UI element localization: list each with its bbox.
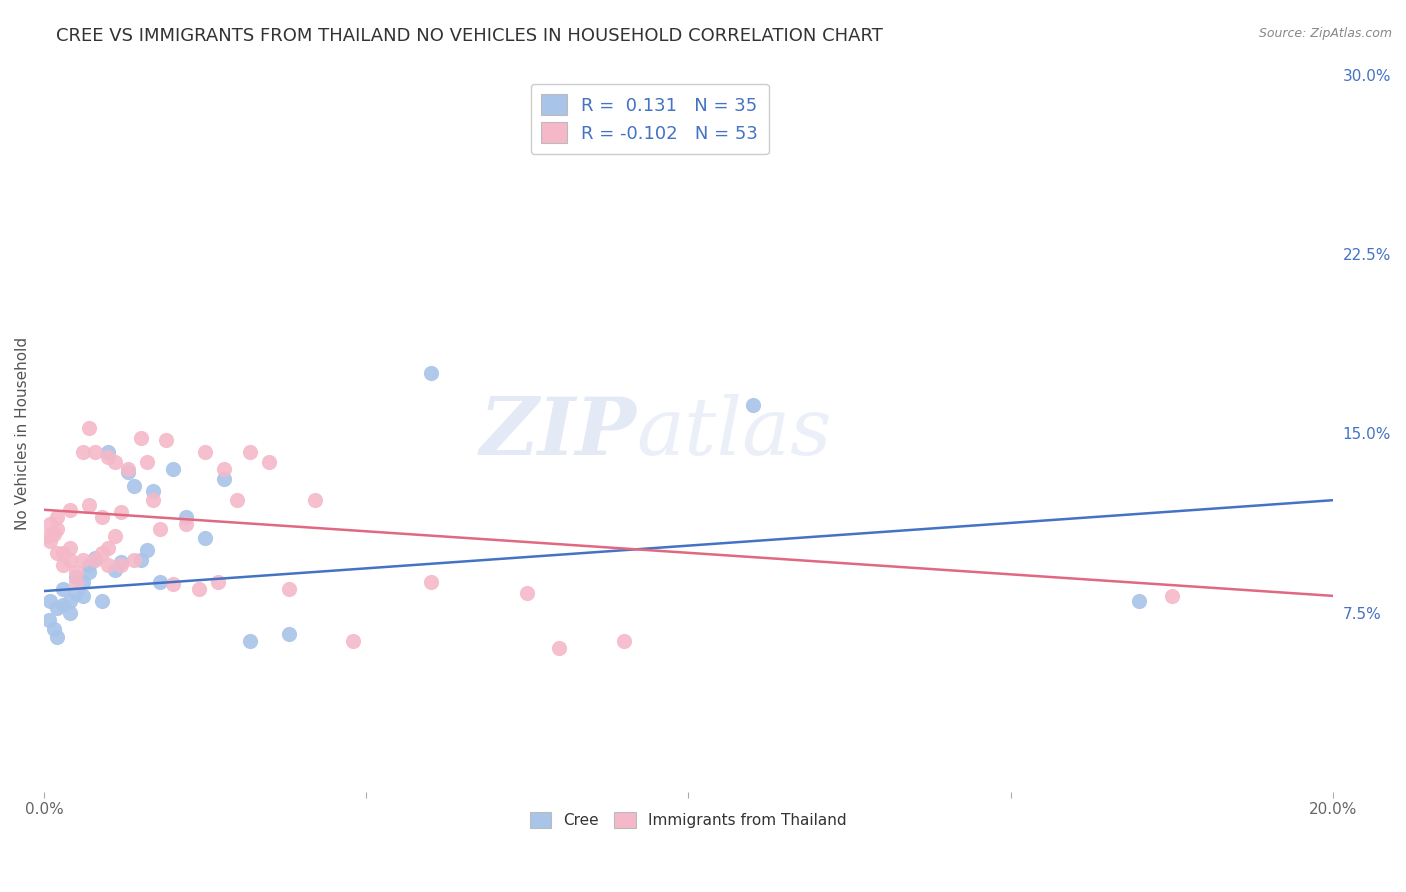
Point [1128, 593, 1150, 607]
Point [72, 589, 94, 603]
Point [419, 574, 441, 589]
Point [104, 529, 127, 543]
Point [117, 462, 139, 476]
Point [59, 593, 82, 607]
Point [59, 606, 82, 620]
Point [149, 522, 172, 536]
Point [84, 445, 107, 459]
Point [162, 462, 184, 476]
Point [239, 634, 262, 648]
Point [59, 541, 82, 555]
Point [39, 593, 62, 607]
Point [117, 465, 139, 479]
Y-axis label: No Vehicles in Household: No Vehicles in Household [15, 336, 30, 530]
Point [37, 529, 59, 543]
Point [97, 445, 120, 459]
Point [548, 641, 571, 656]
Point [1160, 589, 1182, 603]
Point [194, 445, 217, 459]
Point [77, 421, 100, 435]
Point [45, 630, 67, 644]
Point [142, 483, 165, 498]
Point [39, 517, 62, 532]
Point [38, 613, 60, 627]
Point [45, 510, 67, 524]
Text: ZIP: ZIP [479, 394, 637, 472]
Point [65, 570, 87, 584]
Point [104, 563, 127, 577]
Point [45, 600, 67, 615]
Point [45, 522, 67, 536]
Point [226, 493, 249, 508]
Point [122, 479, 145, 493]
Point [129, 431, 152, 445]
Point [174, 517, 197, 532]
Point [42, 526, 65, 541]
Point [187, 582, 209, 596]
Point [97, 541, 120, 555]
Point [65, 586, 87, 600]
Point [214, 462, 236, 476]
Point [136, 543, 159, 558]
Point [52, 558, 75, 572]
Point [741, 398, 763, 412]
Point [136, 455, 159, 469]
Point [155, 434, 177, 448]
Point [84, 553, 107, 567]
Point [239, 445, 262, 459]
Point [277, 582, 299, 596]
Text: Source: ZipAtlas.com: Source: ZipAtlas.com [1258, 27, 1392, 40]
Point [72, 553, 94, 567]
Point [52, 546, 75, 560]
Point [52, 582, 75, 596]
Point [90, 546, 112, 560]
Point [42, 623, 65, 637]
Point [45, 546, 67, 560]
Point [72, 574, 94, 589]
Point [516, 586, 538, 600]
Point [97, 558, 120, 572]
Point [194, 532, 217, 546]
Point [59, 553, 82, 567]
Point [104, 455, 127, 469]
Point [65, 574, 87, 589]
Point [214, 472, 236, 486]
Point [342, 634, 364, 648]
Point [90, 510, 112, 524]
Point [129, 553, 152, 567]
Point [110, 558, 132, 572]
Point [65, 565, 87, 579]
Point [142, 493, 165, 508]
Point [122, 553, 145, 567]
Point [259, 455, 281, 469]
Point [90, 593, 112, 607]
Point [162, 577, 184, 591]
Point [149, 574, 172, 589]
Point [110, 555, 132, 569]
Point [77, 565, 100, 579]
Point [59, 502, 82, 516]
Text: CREE VS IMMIGRANTS FROM THAILAND NO VEHICLES IN HOUSEHOLD CORRELATION CHART: CREE VS IMMIGRANTS FROM THAILAND NO VEHI… [56, 27, 883, 45]
Point [174, 510, 197, 524]
Point [52, 599, 75, 613]
Point [419, 367, 441, 381]
Point [613, 634, 636, 648]
Text: atlas: atlas [637, 394, 832, 472]
Point [77, 498, 100, 512]
Point [84, 550, 107, 565]
Point [207, 574, 229, 589]
Point [277, 627, 299, 641]
Point [304, 493, 326, 508]
Point [77, 558, 100, 572]
Point [97, 450, 120, 465]
Point [39, 533, 62, 548]
Point [72, 445, 94, 459]
Legend: Cree, Immigrants from Thailand: Cree, Immigrants from Thailand [524, 806, 853, 835]
Point [110, 505, 132, 519]
